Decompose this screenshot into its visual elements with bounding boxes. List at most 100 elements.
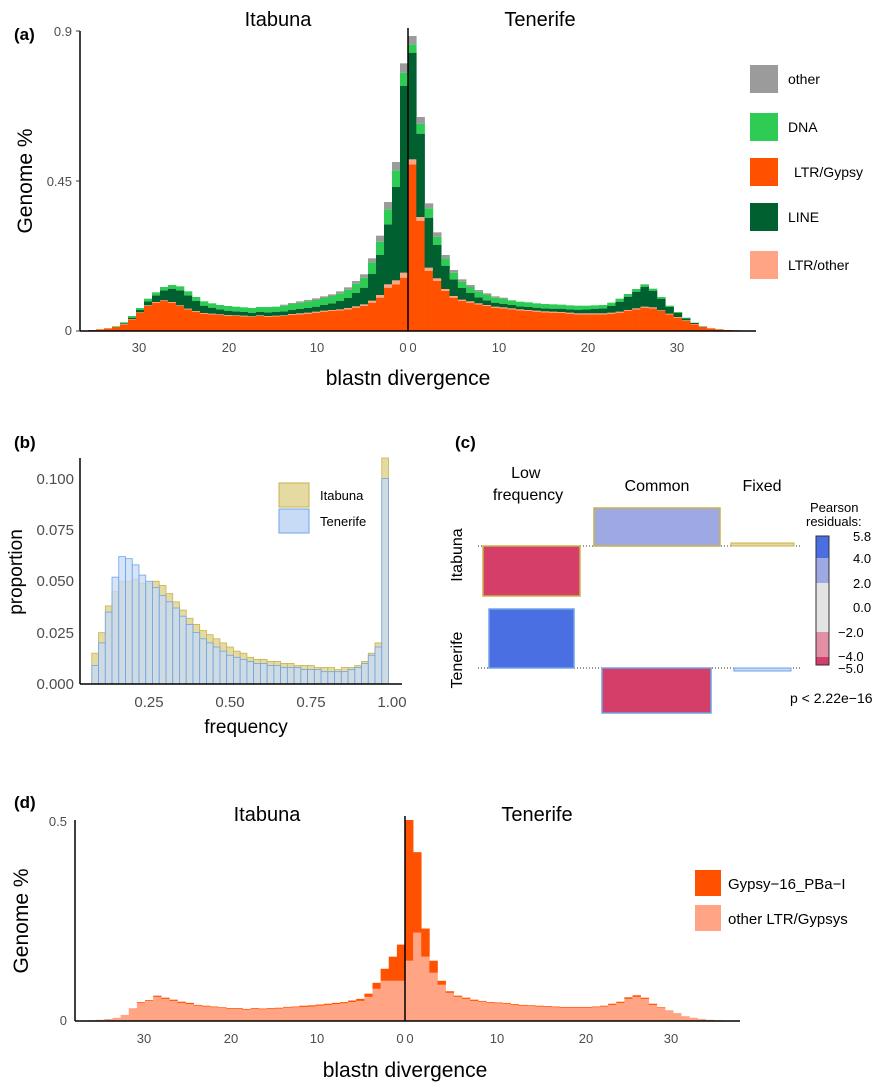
bar-ltr-other-left-33 bbox=[352, 306, 361, 308]
bar-dna-left-5 bbox=[128, 316, 137, 318]
hist-bar-tenerife-8 bbox=[145, 580, 153, 685]
bar-ltr-other-right-0 bbox=[408, 159, 417, 165]
panel-d-title-tenerife: Tenerife bbox=[501, 804, 572, 826]
bar-line-right-4 bbox=[441, 265, 450, 289]
bar-line-left-27 bbox=[304, 308, 313, 313]
bar-line-right-5 bbox=[449, 279, 459, 296]
bar-ltr-other-right-12 bbox=[507, 308, 517, 310]
bar-ltr-gypsy-left-15 bbox=[208, 314, 217, 331]
panel-d-x-axis-label: blastn divergence bbox=[323, 1059, 488, 1082]
bar-line-right-30 bbox=[657, 298, 666, 311]
bar-ltr-gypsy-right-36 bbox=[706, 328, 716, 331]
bar-ltr-other-right-25 bbox=[615, 311, 625, 313]
bar-gypsy-16-pba-i-right-21 bbox=[575, 1006, 585, 1008]
bar-gypsy-16-pba-i-right-8 bbox=[470, 999, 479, 1001]
bar-ltr-gypsy-left-22 bbox=[264, 316, 273, 331]
bar-line-right-32 bbox=[673, 313, 683, 317]
bar-other-right-6 bbox=[457, 279, 467, 282]
panel-a-title-tenerife: Tenerife bbox=[504, 9, 575, 31]
panel-b-y-axis-label: proportion bbox=[6, 529, 27, 615]
bar-ltr-gypsy-right-25 bbox=[615, 312, 625, 331]
hist-bar-tenerife-7 bbox=[138, 574, 147, 685]
bar-dna-right-29 bbox=[648, 288, 658, 291]
bar-dna-left-14 bbox=[200, 301, 209, 306]
bar-dna-left-20 bbox=[248, 308, 257, 313]
bar-dna-right-33 bbox=[681, 317, 691, 319]
bar-dna-right-14 bbox=[524, 302, 533, 307]
bar-dna-left-15 bbox=[208, 303, 217, 308]
bar-ltr-other-left-34 bbox=[360, 304, 369, 306]
bar-dna-left-36 bbox=[376, 241, 385, 255]
bar-gypsy-16-pba-i-left-19 bbox=[234, 1008, 243, 1009]
bar-gypsy-16-pba-i-right-13 bbox=[510, 1004, 520, 1005]
bar-other-ltr-gypsys-left-31 bbox=[331, 1004, 341, 1021]
legend-label-tenerife: Tenerife bbox=[320, 514, 366, 529]
bar-dna-left-7 bbox=[144, 298, 153, 302]
bar-other-ltr-gypsys-left-36 bbox=[372, 988, 381, 1021]
bar-line-left-4 bbox=[120, 323, 129, 324]
bar-other-ltr-gypsys-right-31 bbox=[656, 1008, 666, 1021]
bar-other-ltr-gypsys-right-11 bbox=[494, 1003, 503, 1021]
bar-ltr-gypsy-right-35 bbox=[698, 327, 708, 331]
bar-gypsy-16-pba-i-left-22 bbox=[258, 1008, 268, 1010]
hist-bar-tenerife-41 bbox=[367, 654, 376, 685]
bar-dna-right-18 bbox=[557, 304, 566, 309]
hist-bar-tenerife-0 bbox=[91, 665, 99, 685]
bar-other-ltr-gypsys-left-37 bbox=[380, 980, 390, 1021]
legend-title: Pearson residuals: bbox=[806, 500, 862, 529]
bar-dna-left-24 bbox=[280, 305, 289, 312]
bar-dna-right-23 bbox=[598, 305, 608, 309]
bar-other-ltr-gypsys-right-2 bbox=[421, 956, 430, 1021]
bar-other-ltr-gypsys-left-14 bbox=[193, 1005, 203, 1021]
bar-dna-right-7 bbox=[466, 287, 475, 293]
bar-other-left-25 bbox=[288, 303, 297, 304]
legend-tick-label: 0.0 bbox=[853, 600, 871, 615]
legend-tick-label: 2.0 bbox=[853, 576, 871, 591]
hist-bar-tenerife-9 bbox=[152, 587, 160, 685]
bar-other-right-2 bbox=[424, 203, 434, 209]
bar-ltr-gypsy-right-3 bbox=[432, 281, 442, 331]
bar-other-right-0 bbox=[408, 36, 417, 45]
bar-line-right-29 bbox=[648, 290, 658, 308]
bar-gypsy-16-pba-i-right-26 bbox=[616, 1001, 625, 1003]
bar-gypsy-16-pba-i-left-26 bbox=[291, 1006, 300, 1008]
hist-bar-tenerife-13 bbox=[179, 615, 187, 685]
bar-dna-right-30 bbox=[657, 297, 666, 299]
bar-ltr-gypsy-left-23 bbox=[272, 316, 281, 331]
bar-dna-right-15 bbox=[532, 303, 542, 308]
bar-gypsy-16-pba-i-left-30 bbox=[323, 1003, 333, 1005]
bar-gypsy-16-pba-i-left-9 bbox=[153, 995, 162, 997]
legend-swatch-other bbox=[750, 65, 778, 93]
bar-dna-left-25 bbox=[288, 304, 297, 310]
hist-bar-tenerife-22 bbox=[239, 658, 248, 685]
bar-ltr-other-left-19 bbox=[240, 315, 249, 317]
pearson-residuals-legend: Pearson residuals: 5.8 4.0 2.0 0.0 −2.0 … bbox=[806, 500, 871, 676]
bar-line-left-30 bbox=[328, 303, 337, 310]
bar-dna-right-8 bbox=[474, 291, 483, 298]
bar-line-left-18 bbox=[232, 311, 241, 316]
bar-line-right-25 bbox=[615, 301, 625, 312]
bar-line-left-13 bbox=[192, 301, 201, 311]
hist-bar-tenerife-40 bbox=[361, 663, 369, 685]
bar-ltr-gypsy-right-31 bbox=[665, 314, 674, 331]
bar-other-ltr-gypsys-left-5 bbox=[120, 1014, 130, 1021]
bar-line-left-22 bbox=[264, 312, 273, 316]
bar-dna-right-17 bbox=[549, 304, 558, 309]
bar-line-left-34 bbox=[360, 287, 369, 305]
bar-ltr-other-right-30 bbox=[657, 310, 666, 311]
panel-d-xtick-label: 20 bbox=[579, 1031, 593, 1046]
bar-other-ltr-gypsys-right-15 bbox=[526, 1006, 536, 1021]
panel-d-gypsy16-landscape: (d) Itabuna Tenerife 0 0.5 30 20 10 0 0 … bbox=[10, 793, 848, 1082]
bar-gypsy-16-pba-i-left-23 bbox=[266, 1008, 276, 1009]
bar-gypsy-16-pba-i-right-0 bbox=[405, 820, 414, 961]
bar-ltr-gypsy-right-24 bbox=[607, 313, 616, 331]
panel-d-xtick-label: 10 bbox=[490, 1031, 504, 1046]
bar-gypsy-16-pba-i-right-3 bbox=[429, 960, 438, 973]
bar-dna-right-16 bbox=[540, 304, 550, 309]
bar-dna-right-24 bbox=[607, 302, 616, 306]
panel-b-legend: Itabuna Tenerife bbox=[278, 482, 366, 534]
bar-ltr-gypsy-left-26 bbox=[296, 314, 305, 331]
bar-ltr-gypsy-right-12 bbox=[507, 309, 517, 331]
bar-other-ltr-gypsys-right-18 bbox=[551, 1007, 560, 1021]
bar-ltr-other-right-26 bbox=[623, 310, 633, 311]
